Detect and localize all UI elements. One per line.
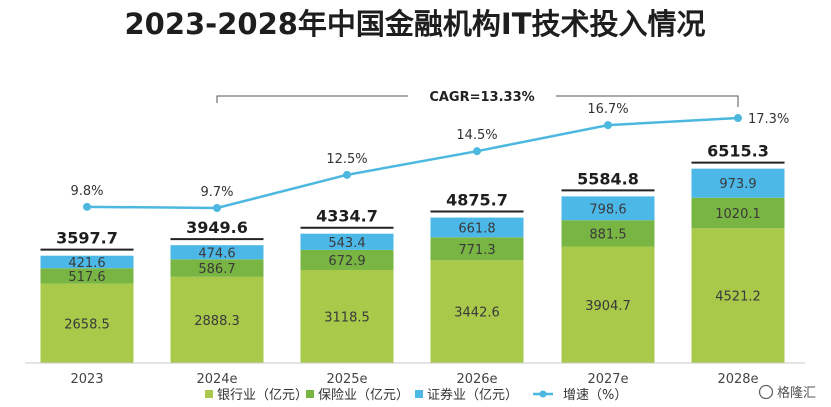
bar-segment — [561, 246, 655, 363]
growth-point — [473, 147, 481, 156]
x-tick-label: 2028e — [717, 372, 758, 387]
bar-value-label: 543.4 — [328, 236, 365, 251]
watermark-text: 格隆汇 — [777, 385, 816, 401]
bar-segment — [561, 196, 655, 221]
bar-segment — [300, 233, 394, 250]
cagr-bracket-right — [556, 95, 739, 107]
growth-point-label: 9.8% — [70, 184, 103, 199]
growth-series-line — [86, 116, 739, 210]
bar-total-label: 5584.8 — [577, 169, 639, 188]
bar-value-label: 881.5 — [589, 227, 626, 242]
watermark: 格隆汇 — [758, 384, 816, 401]
legend-label: 保险业（亿元） — [318, 388, 409, 403]
growth-point-label: 14.5% — [456, 128, 497, 143]
bar-total-label: 3949.6 — [186, 218, 248, 237]
bar-segment — [300, 249, 394, 270]
growth-point-label: 9.7% — [200, 185, 233, 200]
legend-swatch — [205, 390, 213, 398]
x-ticks-layer: 2023 2024e 2025e 2026e 2027e 2028e — [70, 372, 758, 387]
bar-value-label: 474.6 — [198, 246, 235, 261]
x-tick-label: 2023 — [70, 372, 103, 387]
bar-value-label: 3118.5 — [324, 310, 370, 325]
bar-segment — [691, 228, 785, 363]
chart-title: 2023-2028年中国金融机构IT技术投入情况 — [124, 7, 705, 41]
bar-segment — [170, 259, 264, 277]
bar-value-label: 771.3 — [458, 243, 495, 258]
bar-segment — [40, 255, 134, 269]
bar-segment — [430, 260, 524, 363]
bar-total-label: 3597.7 — [56, 229, 118, 248]
growth-point-label: 17.3% — [748, 112, 789, 127]
x-tick-label: 2025e — [326, 372, 367, 387]
watermark-logo-icon — [758, 384, 774, 400]
bar-total-label: 6515.3 — [707, 142, 769, 161]
bar-value-label: 586.7 — [198, 262, 235, 277]
bar-segment — [300, 269, 394, 363]
cagr-label: CAGR=13.33% — [429, 90, 534, 105]
bar-segment — [40, 268, 134, 284]
legend-label: 增速（%） — [563, 388, 627, 403]
bar-total-label: 4875.7 — [446, 191, 508, 210]
totals-layer: 3597.7 3949.6 4334.7 4875.7 5584.8 6515.3 — [40, 142, 785, 251]
bar-value-label: 2658.5 — [64, 317, 110, 332]
bar-segment — [170, 276, 264, 363]
growth-point — [604, 121, 612, 130]
bar-segment — [40, 283, 134, 363]
bar-segment — [430, 217, 524, 238]
growth-line-layer: 9.8% 9.7% 12.5% 14.5% 16.7% 17.3% — [70, 102, 789, 212]
bar-value-label: 4521.2 — [715, 290, 761, 305]
bar-value-label: 1020.1 — [715, 207, 761, 222]
bar-value-label: 3904.7 — [585, 299, 631, 314]
bar-value-label: 517.6 — [68, 270, 105, 285]
x-tick-label: 2026e — [456, 372, 497, 387]
bar-value-label: 3442.6 — [454, 306, 500, 321]
bar-value-label: 973.9 — [719, 177, 756, 192]
growth-point-label: 12.5% — [326, 152, 367, 167]
bar-value-label: 421.6 — [68, 256, 105, 271]
growth-point — [83, 202, 91, 211]
growth-point — [343, 170, 351, 179]
legend-swatch — [415, 390, 423, 398]
bar-segment — [691, 197, 785, 229]
x-tick-label: 2027e — [587, 372, 628, 387]
legend-label: 银行业（亿元） — [217, 388, 308, 403]
legend-label: 证券业（亿元） — [427, 387, 518, 403]
cagr-bracket-left — [216, 95, 408, 103]
growth-point — [213, 204, 221, 212]
bar-value-label: 798.6 — [589, 202, 626, 217]
growth-point — [734, 114, 742, 123]
legend-swatch — [306, 390, 314, 398]
bar-segment — [170, 245, 264, 260]
growth-point-label: 16.7% — [587, 102, 628, 117]
bar-value-label: 661.8 — [458, 221, 495, 236]
bar-value-label: 672.9 — [328, 254, 365, 269]
bar-segment — [691, 168, 785, 198]
legend: 银行业（亿元） 保险业（亿元） 证券业（亿元） 增速（%） — [205, 387, 627, 403]
legend-line-marker — [539, 390, 547, 398]
bar-segment — [430, 237, 524, 261]
bar-value-label: 2888.3 — [194, 314, 240, 329]
bar-total-label: 4334.7 — [316, 207, 378, 226]
bar-segment — [561, 220, 655, 247]
cagr-annotation: CAGR=13.33% — [216, 90, 739, 107]
x-tick-label: 2024e — [196, 372, 237, 387]
